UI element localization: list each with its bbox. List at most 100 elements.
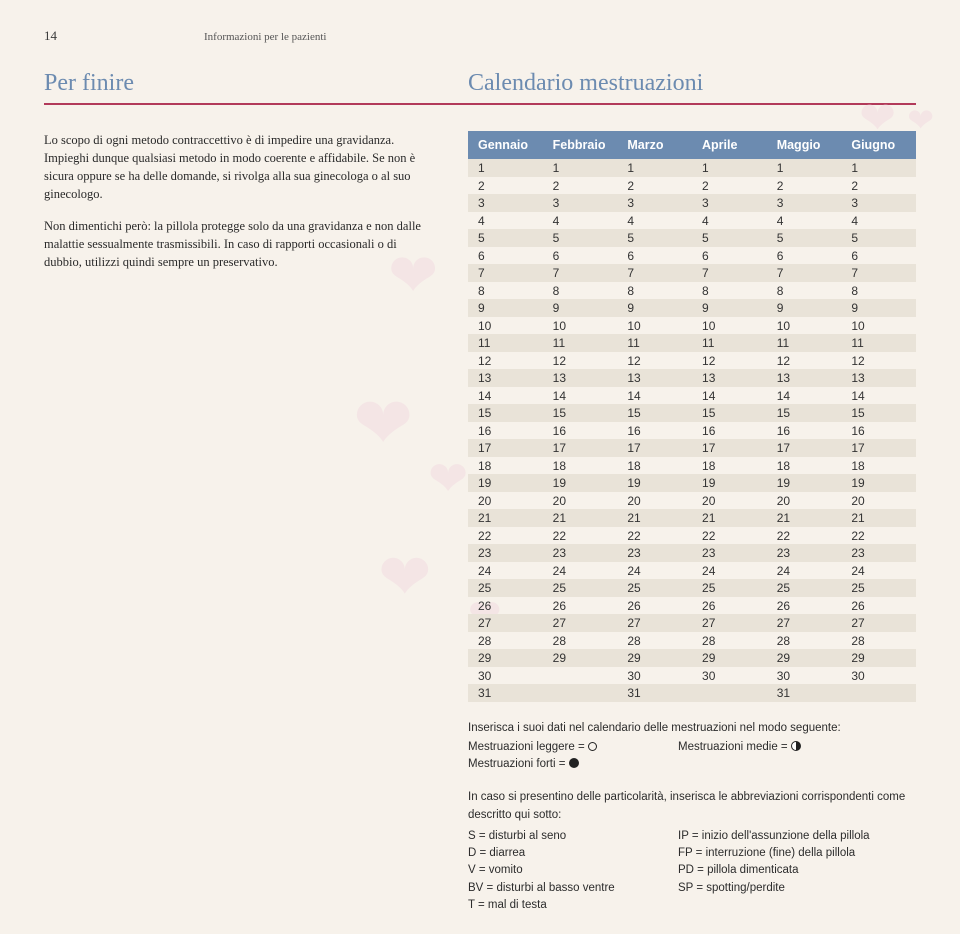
calendar-cell: 9 — [692, 299, 767, 317]
calendar-cell: 13 — [468, 369, 543, 387]
calendar-cell: 16 — [767, 422, 842, 440]
paragraph-1: Lo scopo di ogni metodo contraccettivo è… — [44, 131, 436, 204]
abbrev-left: BV = disturbi al basso ventre — [468, 880, 678, 897]
calendar-row: 121212121212 — [468, 352, 916, 370]
calendar-cell: 5 — [468, 229, 543, 247]
calendar-cell: 23 — [468, 544, 543, 562]
legend-medium: Mestruazioni medie = — [678, 739, 801, 756]
calendar-cell: 27 — [617, 614, 692, 632]
calendar-cell: 7 — [767, 264, 842, 282]
calendar-cell: 1 — [617, 159, 692, 177]
calendar-cell: 9 — [468, 299, 543, 317]
calendar-cell: 2 — [767, 177, 842, 195]
calendar-cell: 28 — [543, 632, 618, 650]
calendar-cell: 12 — [841, 352, 916, 370]
calendar-cell: 8 — [543, 282, 618, 300]
calendar-month-header: Marzo — [617, 131, 692, 159]
calendar-cell: 2 — [692, 177, 767, 195]
calendar-row: 151515151515 — [468, 404, 916, 422]
calendar-cell: 30 — [692, 667, 767, 685]
calendar-cell: 8 — [841, 282, 916, 300]
calendar-cell: 16 — [841, 422, 916, 440]
calendar-cell: 25 — [841, 579, 916, 597]
calendar-cell: 10 — [767, 317, 842, 335]
calendar-cell: 22 — [468, 527, 543, 545]
calendar-cell: 23 — [767, 544, 842, 562]
calendar-cell: 7 — [468, 264, 543, 282]
calendar-cell: 24 — [543, 562, 618, 580]
calendar-cell: 11 — [468, 334, 543, 352]
calendar-cell: 26 — [468, 597, 543, 615]
abbrev-left: D = diarrea — [468, 845, 678, 862]
calendar-cell: 22 — [767, 527, 842, 545]
calendar-cell: 29 — [767, 649, 842, 667]
calendar-cell: 15 — [543, 404, 618, 422]
calendar-cell: 30 — [767, 667, 842, 685]
calendar-cell: 8 — [617, 282, 692, 300]
calendar-row: 222222 — [468, 177, 916, 195]
calendar-cell: 17 — [468, 439, 543, 457]
calendar-cell: 7 — [692, 264, 767, 282]
legend: Inserisca i suoi dati nel calendario del… — [468, 720, 916, 915]
calendar-cell: 27 — [841, 614, 916, 632]
calendar-cell: 15 — [841, 404, 916, 422]
calendar-cell: 20 — [767, 492, 842, 510]
calendar-cell: 13 — [767, 369, 842, 387]
calendar-cell: 5 — [617, 229, 692, 247]
calendar-row: 282828282828 — [468, 632, 916, 650]
calendar-cell: 18 — [543, 457, 618, 475]
calendar-row: 161616161616 — [468, 422, 916, 440]
abbrev-right: SP = spotting/perdite — [678, 880, 785, 897]
calendar-cell: 11 — [767, 334, 842, 352]
calendar-row: 141414141414 — [468, 387, 916, 405]
calendar-cell: 15 — [767, 404, 842, 422]
calendar-cell: 27 — [767, 614, 842, 632]
calendar-cell: 6 — [692, 247, 767, 265]
calendar-cell: 20 — [617, 492, 692, 510]
abbrev-row: S = disturbi al senoIP = inizio dell'ass… — [468, 828, 916, 845]
calendar-cell: 6 — [767, 247, 842, 265]
calendar-cell: 3 — [617, 194, 692, 212]
legend-intro: Inserisca i suoi dati nel calendario del… — [468, 720, 916, 737]
header-subtitle: Informazioni per le pazienti — [204, 31, 326, 43]
calendar-cell: 28 — [841, 632, 916, 650]
paragraph-2: Non dimentichi però: la pillola protegge… — [44, 217, 436, 271]
calendar-cell: 3 — [767, 194, 842, 212]
calendar-cell: 24 — [767, 562, 842, 580]
calendar-cell: 22 — [841, 527, 916, 545]
calendar-cell: 12 — [617, 352, 692, 370]
body-text: Lo scopo di ogni metodo contraccettivo è… — [44, 131, 436, 914]
calendar-row: 333333 — [468, 194, 916, 212]
horizontal-rule — [44, 103, 916, 105]
calendar-cell: 24 — [692, 562, 767, 580]
calendar-cell — [543, 667, 618, 685]
calendar-cell: 6 — [841, 247, 916, 265]
calendar-cell: 14 — [617, 387, 692, 405]
calendar-cell: 24 — [617, 562, 692, 580]
calendar-cell: 11 — [543, 334, 618, 352]
calendar-cell: 21 — [468, 509, 543, 527]
calendar-cell — [692, 684, 767, 702]
calendar-cell: 21 — [841, 509, 916, 527]
calendar-row: 888888 — [468, 282, 916, 300]
calendar-cell: 22 — [692, 527, 767, 545]
abbrev-left: V = vomito — [468, 862, 678, 879]
calendar-row: 272727272727 — [468, 614, 916, 632]
calendar-cell: 1 — [468, 159, 543, 177]
calendar-cell: 10 — [841, 317, 916, 335]
calendar-row: 212121212121 — [468, 509, 916, 527]
calendar-cell: 4 — [617, 212, 692, 230]
calendar-row: 242424242424 — [468, 562, 916, 580]
calendar-cell: 12 — [543, 352, 618, 370]
calendar-cell: 22 — [543, 527, 618, 545]
calendar-month-header: Aprile — [692, 131, 767, 159]
calendar-header-row: GennaioFebbraioMarzoAprileMaggioGiugno — [468, 131, 916, 159]
calendar-cell: 1 — [767, 159, 842, 177]
calendar-cell: 20 — [692, 492, 767, 510]
calendar-cell: 4 — [468, 212, 543, 230]
calendar-row: 292929292929 — [468, 649, 916, 667]
calendar-cell: 21 — [617, 509, 692, 527]
calendar-cell: 14 — [692, 387, 767, 405]
calendar-row: 3030303030 — [468, 667, 916, 685]
calendar-cell: 4 — [841, 212, 916, 230]
